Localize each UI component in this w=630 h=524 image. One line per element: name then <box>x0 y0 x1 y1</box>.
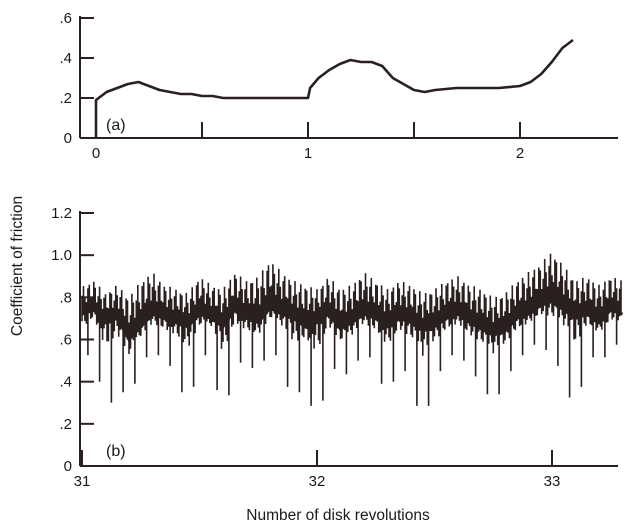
y-axis-title: Coefficient of friction <box>9 196 26 336</box>
x-tick-label: 1 <box>304 145 312 162</box>
y-tick-label: .2 <box>59 416 72 433</box>
series-trace <box>81 253 622 406</box>
x-tick-label: 2 <box>516 145 524 162</box>
x-tick-label: 32 <box>309 473 326 490</box>
y-tick-label: .2 <box>59 90 72 107</box>
x-axis-title: Number of disk revolutions <box>246 507 430 524</box>
y-tick-label: 0 <box>64 458 72 475</box>
panel-label: (a) <box>106 117 126 134</box>
series-line <box>94 38 574 138</box>
y-tick-label: .4 <box>59 50 72 67</box>
panel-label: (b) <box>106 443 126 460</box>
x-tick-label: 0 <box>92 145 100 162</box>
panel-b: 0 .2 .4 .6 .8 1.0 1.2 31 32 33 (b) <box>51 205 624 490</box>
y-tick-label: .6 <box>59 332 72 349</box>
x-tick-label: 31 <box>74 473 91 490</box>
y-tick-label: 0 <box>64 130 72 147</box>
y-tick-label: .4 <box>59 374 72 391</box>
y-tick-label: 1.0 <box>51 247 72 264</box>
y-tick-label: .8 <box>59 289 72 306</box>
y-tick-label: 1.2 <box>51 205 72 222</box>
x-tick-label: 33 <box>544 473 561 490</box>
panel-a: 0 .2 .4 .6 0 1 2 (a) <box>59 10 618 162</box>
series-mean-line <box>81 299 624 343</box>
y-tick-label: .6 <box>59 10 72 27</box>
